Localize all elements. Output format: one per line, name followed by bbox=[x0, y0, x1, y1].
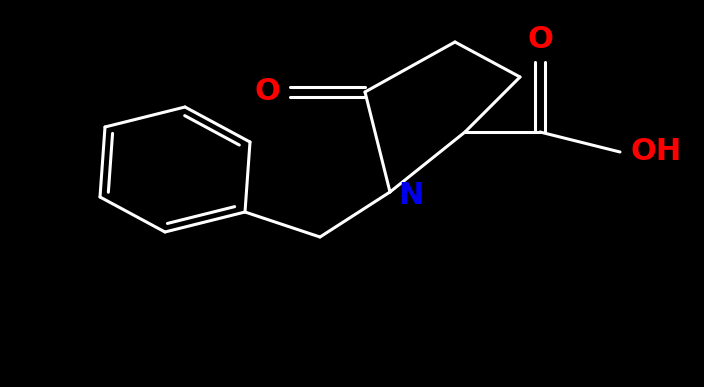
Text: N: N bbox=[398, 182, 423, 211]
Text: O: O bbox=[527, 25, 553, 54]
Text: OH: OH bbox=[630, 137, 681, 166]
Text: O: O bbox=[254, 77, 280, 106]
